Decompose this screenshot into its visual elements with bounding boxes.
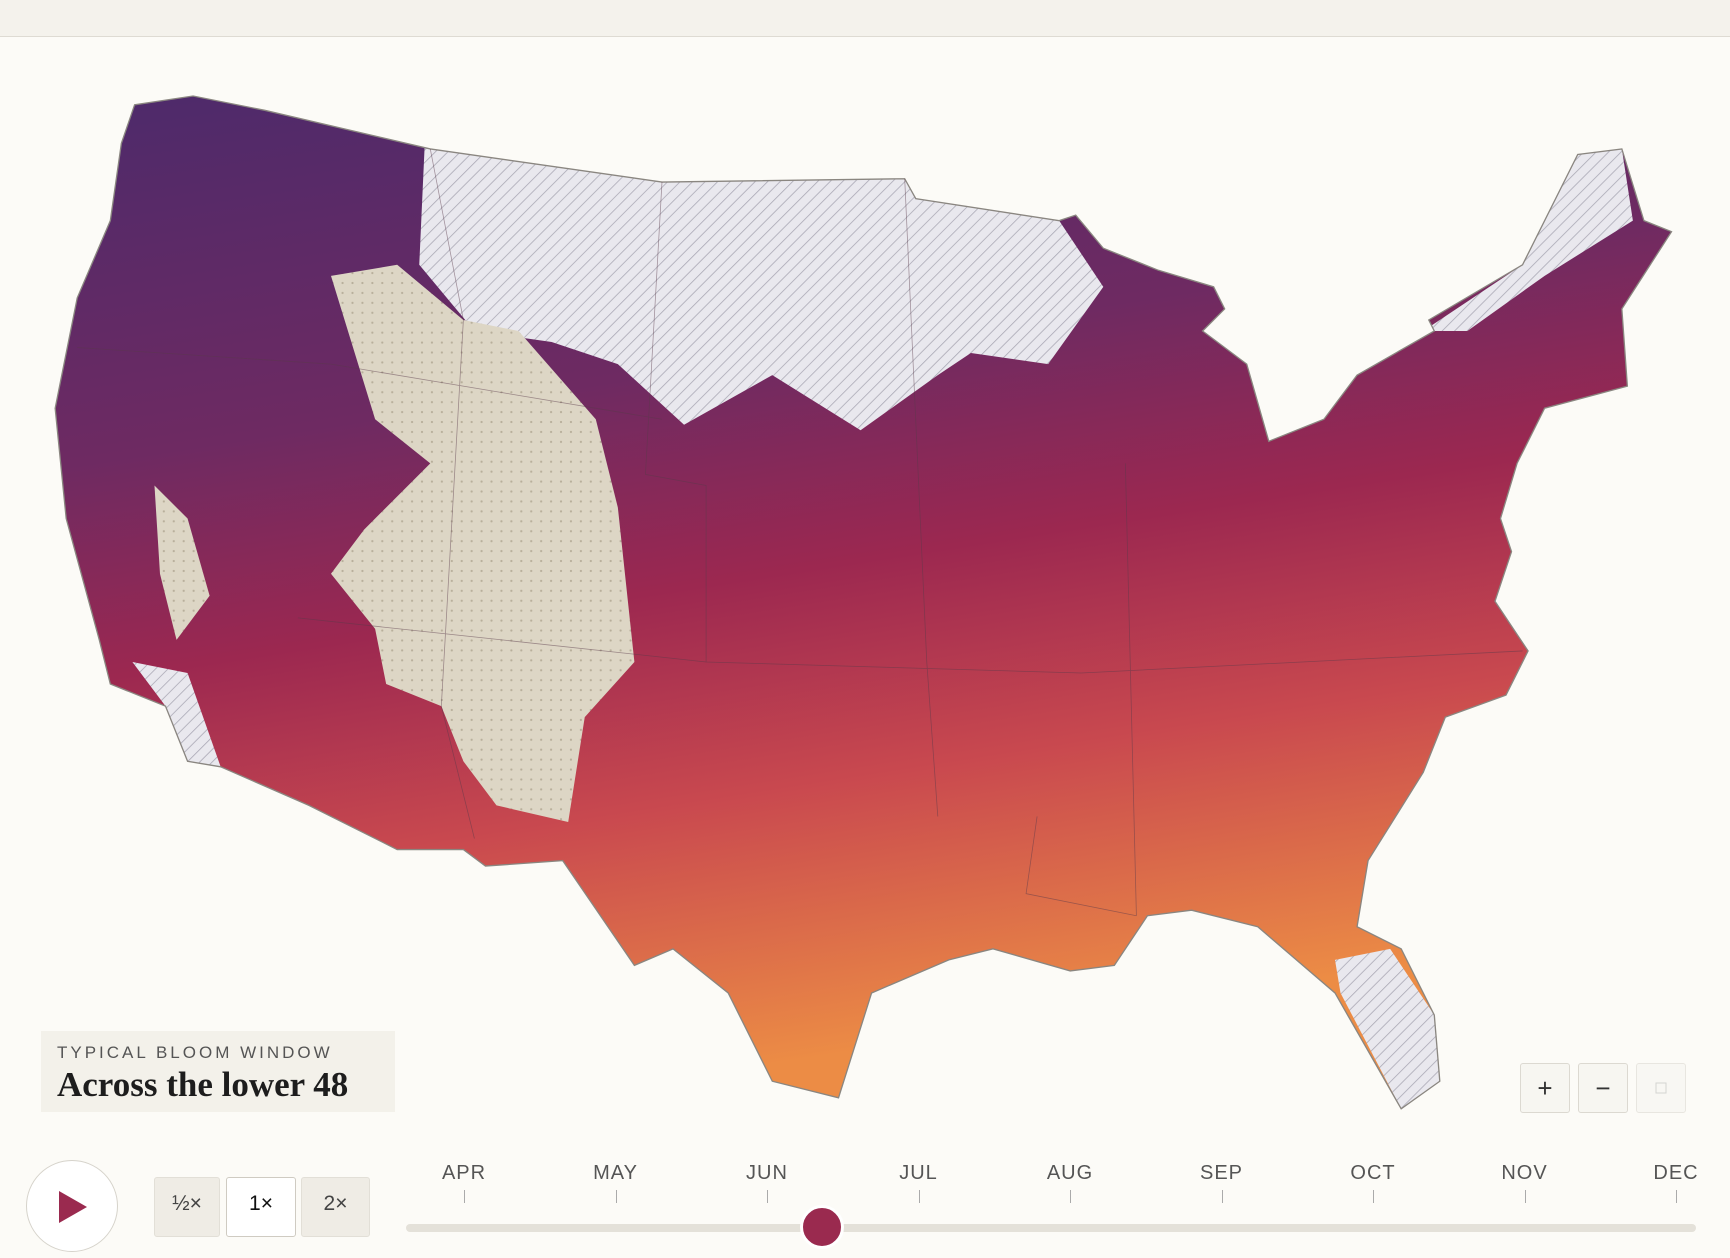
month-label: DEC bbox=[1653, 1162, 1699, 1184]
speed-button[interactable]: ½× bbox=[154, 1177, 220, 1237]
month-label: MAY bbox=[593, 1162, 638, 1184]
legend-kicker: TYPICAL BLOOM WINDOW bbox=[57, 1043, 333, 1062]
reset-icon bbox=[1655, 1082, 1667, 1094]
legend-title: Across the lower 48 bbox=[57, 1065, 349, 1104]
month-label: AUG bbox=[1046, 1162, 1094, 1184]
month-tick bbox=[767, 1190, 768, 1203]
speed-button[interactable]: 1× bbox=[226, 1177, 296, 1237]
legend: TYPICAL BLOOM WINDOW Across the lower 48 bbox=[41, 1031, 395, 1112]
month-tick bbox=[615, 1190, 617, 1203]
top-bar bbox=[0, 0, 1730, 37]
month-tick bbox=[1221, 1190, 1223, 1203]
month-tick bbox=[464, 1190, 465, 1203]
month-label: JUN bbox=[746, 1162, 788, 1184]
reset-button[interactable] bbox=[1636, 1063, 1686, 1113]
month-label: OCT bbox=[1350, 1162, 1396, 1184]
month-tick bbox=[1373, 1190, 1374, 1203]
map[interactable] bbox=[0, 0, 1730, 1150]
zoom-in-button[interactable]: + bbox=[1520, 1063, 1570, 1113]
play-icon bbox=[59, 1191, 87, 1223]
speed-button[interactable]: 2× bbox=[301, 1177, 370, 1237]
month-tick bbox=[1676, 1190, 1677, 1203]
play-button[interactable] bbox=[26, 1160, 118, 1252]
month-label: APR bbox=[441, 1162, 487, 1184]
month-tick bbox=[1524, 1190, 1526, 1203]
month-tick bbox=[1070, 1190, 1071, 1203]
timeline-handle[interactable] bbox=[800, 1205, 844, 1249]
month-label: SEP bbox=[1199, 1162, 1244, 1184]
us-map bbox=[54, 95, 1673, 1110]
month-label: NOV bbox=[1501, 1162, 1548, 1184]
month-tick bbox=[918, 1190, 920, 1203]
month-label: JUL bbox=[899, 1162, 938, 1184]
timeline-track[interactable] bbox=[406, 1224, 1696, 1232]
zoom-out-button[interactable]: − bbox=[1578, 1063, 1628, 1113]
